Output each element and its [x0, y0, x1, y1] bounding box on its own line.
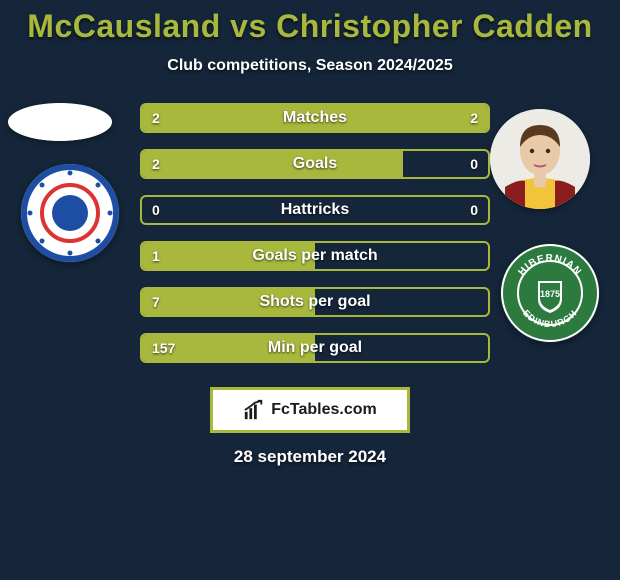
subtitle: Club competitions, Season 2024/2025 — [0, 57, 620, 75]
brand-badge[interactable]: FcTables.com — [210, 387, 410, 433]
content-area: HIBERNIAN EDINBURGH 1875 2 2 Matches 2 0 Goal… — [0, 103, 620, 383]
avatar-placeholder-icon — [8, 103, 112, 141]
right-club-badge: HIBERNIAN EDINBURGH 1875 — [500, 243, 600, 343]
comparison-card: McCausland vs Christopher Cadden Club co… — [0, 0, 620, 580]
date-text: 28 september 2024 — [0, 447, 620, 467]
right-player-avatar — [490, 109, 590, 209]
hibernian-badge-icon: HIBERNIAN EDINBURGH 1875 — [500, 243, 600, 343]
stat-value-right: 0 — [470, 156, 478, 172]
stat-label: Min per goal — [268, 339, 362, 357]
stat-label: Goals — [293, 155, 337, 173]
stat-label: Hattricks — [281, 201, 349, 219]
stat-row: 157 Min per goal — [140, 333, 490, 363]
left-club-badge — [20, 163, 120, 263]
brand-text: FcTables.com — [271, 401, 377, 419]
player-portrait-icon — [490, 109, 590, 209]
stat-value-left: 2 — [152, 156, 160, 172]
stat-fill-left — [142, 151, 403, 177]
stat-row: 1 Goals per match — [140, 241, 490, 271]
stat-value-left: 1 — [152, 248, 160, 264]
stat-row: 2 2 Matches — [140, 103, 490, 133]
stat-value-right: 2 — [470, 110, 478, 126]
stat-value-left: 157 — [152, 340, 175, 356]
stat-value-right: 0 — [470, 202, 478, 218]
stat-label: Shots per goal — [259, 293, 370, 311]
left-player-avatar — [8, 103, 112, 141]
stat-label: Matches — [283, 109, 347, 127]
stat-row: 7 Shots per goal — [140, 287, 490, 317]
stats-bars: 2 2 Matches 2 0 Goals 0 0 Hattricks 1 Goals per ma… — [140, 103, 490, 379]
svg-text:1875: 1875 — [540, 289, 560, 299]
stat-value-left: 2 — [152, 110, 160, 126]
stat-row: 2 0 Goals — [140, 149, 490, 179]
stat-label: Goals per match — [252, 247, 377, 265]
fctables-logo-icon — [243, 399, 265, 421]
stat-row: 0 0 Hattricks — [140, 195, 490, 225]
stat-value-left: 7 — [152, 294, 160, 310]
stat-value-left: 0 — [152, 202, 160, 218]
rangers-badge-icon — [20, 163, 120, 263]
page-title: McCausland vs Christopher Cadden — [0, 8, 620, 45]
